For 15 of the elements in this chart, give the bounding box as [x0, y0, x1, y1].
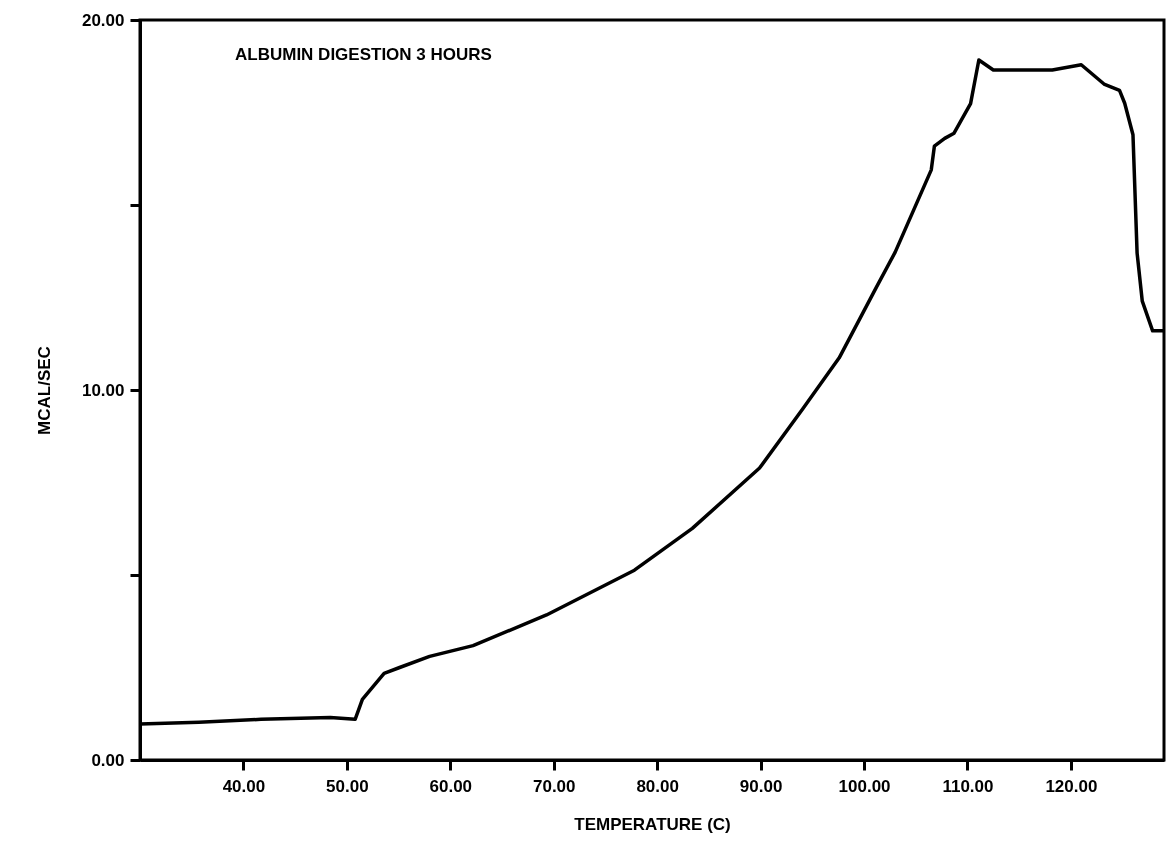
y-tick-label: 10.00	[81, 380, 125, 400]
x-tick-label: 70.00	[532, 776, 576, 796]
annotation: ALBUMIN DIGESTION 3 HOURS	[235, 45, 492, 64]
x-tick-label: 60.00	[429, 776, 473, 796]
y-tick-label: 20.00	[81, 10, 125, 30]
x-tick-label: 110.00	[942, 776, 994, 796]
x-tick-label: 100.00	[838, 776, 891, 796]
x-tick-label: 120.00	[1045, 776, 1098, 796]
y-tick-label: 0.00	[91, 750, 125, 770]
x-tick-label: 40.00	[222, 776, 266, 796]
y-axis-title: MCAL/SEC	[34, 346, 54, 435]
x-tick-label: 50.00	[326, 776, 369, 796]
x-tick-label: 80.00	[636, 776, 679, 796]
x-axis-title: TEMPERATURE (C)	[574, 814, 731, 834]
x-tick-label: 90.00	[739, 776, 783, 796]
